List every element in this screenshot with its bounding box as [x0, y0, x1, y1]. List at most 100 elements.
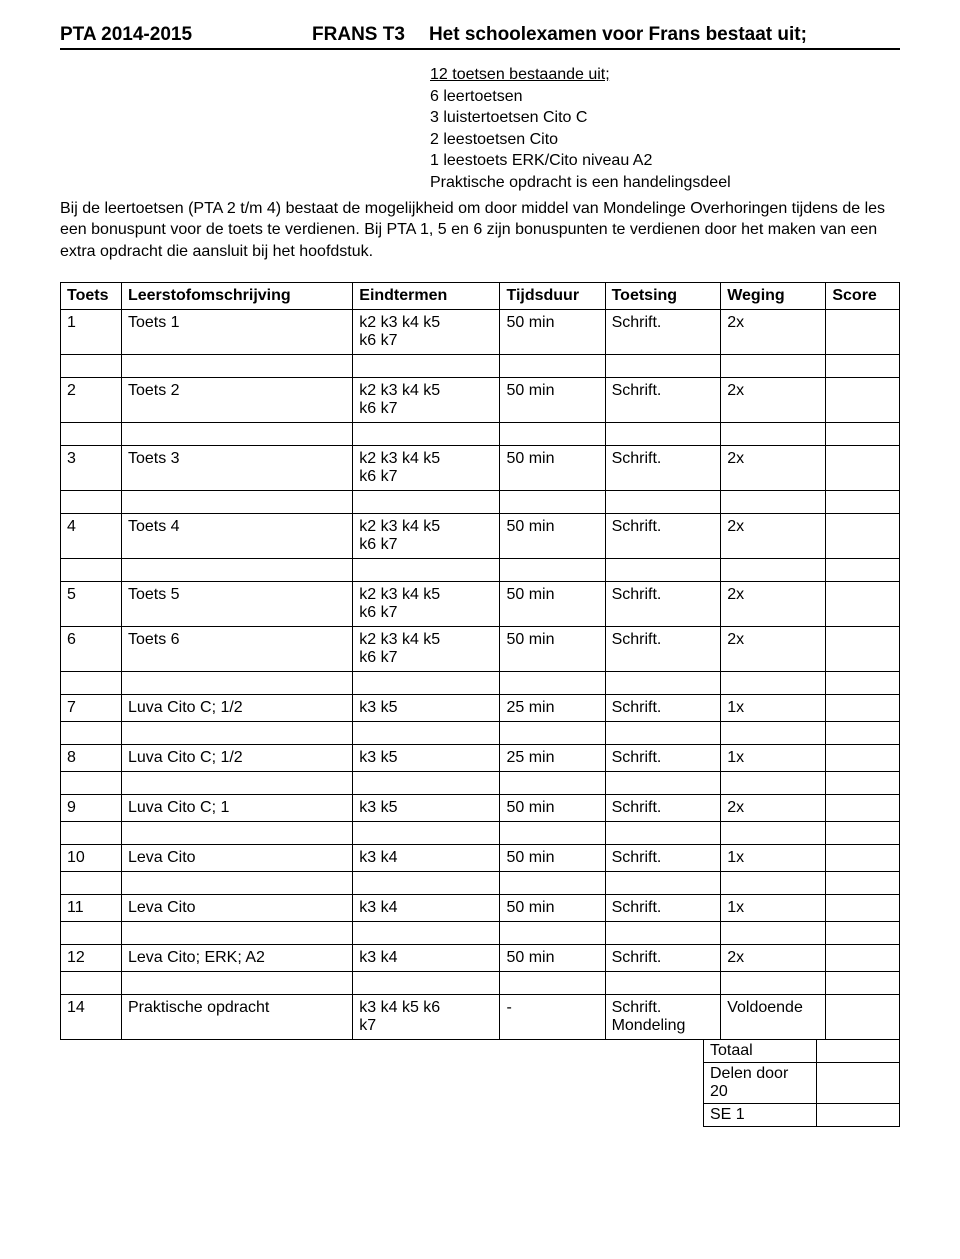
th-eind: Eindtermen — [353, 283, 500, 310]
spacer-cell — [61, 355, 122, 378]
spacer-cell — [721, 922, 826, 945]
intro-line-2: 6 leertoetsen — [430, 86, 900, 108]
cell-score — [826, 627, 900, 672]
cell-leer: Toets 1 — [121, 310, 352, 355]
spacer-cell — [61, 491, 122, 514]
cell-weging: 2x — [721, 945, 826, 972]
cell-eind: k3 k4 — [353, 945, 500, 972]
spacer-cell — [605, 972, 721, 995]
th-score: Score — [826, 283, 900, 310]
table-spacer-row — [61, 355, 900, 378]
cell-weging: 2x — [721, 627, 826, 672]
totals-row-2: Delen door 20 — [704, 1063, 900, 1104]
spacer-cell — [61, 772, 122, 795]
cell-eind: k2 k3 k4 k5k6 k7 — [353, 378, 500, 423]
cell-eind: k3 k4 k5 k6k7 — [353, 995, 500, 1040]
table-spacer-row — [61, 423, 900, 446]
table-row: 4Toets 4k2 k3 k4 k5k6 k750 minSchrift.2x — [61, 514, 900, 559]
spacer-cell — [61, 722, 122, 745]
spacer-cell — [500, 672, 605, 695]
cell-toets: 2 — [61, 378, 122, 423]
cell-leer: Praktische opdracht — [121, 995, 352, 1040]
table-row: 1Toets 1k2 k3 k4 k5k6 k750 minSchrift.2x — [61, 310, 900, 355]
spacer-cell — [353, 355, 500, 378]
spacer-cell — [826, 559, 900, 582]
intro-line-4: 2 leestoetsen Cito — [430, 129, 900, 151]
cell-leer: Leva Cito — [121, 895, 352, 922]
body-text: Bij de leertoetsen (PTA 2 t/m 4) bestaat… — [60, 198, 900, 263]
spacer-cell — [121, 972, 352, 995]
cell-toetsing: Schrift. — [605, 845, 721, 872]
th-leer: Leerstofomschrijving — [121, 283, 352, 310]
spacer-cell — [826, 922, 900, 945]
spacer-cell — [121, 559, 352, 582]
spacer-cell — [61, 672, 122, 695]
totals-score3 — [817, 1104, 900, 1127]
cell-eind: k3 k4 — [353, 895, 500, 922]
table-spacer-row — [61, 722, 900, 745]
spacer-cell — [721, 672, 826, 695]
spacer-cell — [121, 423, 352, 446]
spacer-cell — [353, 672, 500, 695]
totals-line2b: 20 — [710, 1083, 728, 1100]
totals-row-1: Totaal — [704, 1040, 900, 1063]
cell-eind: k2 k3 k4 k5k6 k7 — [353, 446, 500, 491]
cell-tijd: 50 min — [500, 627, 605, 672]
spacer-cell — [826, 355, 900, 378]
cell-toets: 7 — [61, 695, 122, 722]
cell-toetsing: Schrift. — [605, 695, 721, 722]
cell-toetsing: Schrift.Mondeling — [605, 995, 721, 1040]
table-body: 1Toets 1k2 k3 k4 k5k6 k750 minSchrift.2x… — [61, 310, 900, 1040]
totals-line3: SE 1 — [704, 1104, 817, 1127]
table-row: 10Leva Citok3 k450 minSchrift.1x — [61, 845, 900, 872]
table-row: 11Leva Citok3 k450 minSchrift.1x — [61, 895, 900, 922]
cell-toets: 12 — [61, 945, 122, 972]
cell-eind: k2 k3 k4 k5k6 k7 — [353, 514, 500, 559]
th-weging: Weging — [721, 283, 826, 310]
cell-toets: 4 — [61, 514, 122, 559]
cell-toets: 1 — [61, 310, 122, 355]
cell-weging: 1x — [721, 845, 826, 872]
spacer-cell — [121, 722, 352, 745]
cell-toetsing: Schrift. — [605, 378, 721, 423]
cell-tijd: 25 min — [500, 745, 605, 772]
th-toetsing: Toetsing — [605, 283, 721, 310]
cell-leer: Toets 4 — [121, 514, 352, 559]
spacer-cell — [826, 722, 900, 745]
cell-score — [826, 895, 900, 922]
cell-score — [826, 582, 900, 627]
cell-toets: 10 — [61, 845, 122, 872]
spacer-cell — [121, 822, 352, 845]
spacer-cell — [605, 722, 721, 745]
spacer-cell — [721, 822, 826, 845]
cell-eind: k2 k3 k4 k5k6 k7 — [353, 627, 500, 672]
spacer-cell — [721, 722, 826, 745]
spacer-cell — [721, 972, 826, 995]
spacer-cell — [826, 672, 900, 695]
document-header: PTA 2014-2015 FRANS T3 Het schoolexamen … — [60, 24, 900, 50]
cell-tijd: 50 min — [500, 514, 605, 559]
cell-eind: k2 k3 k4 k5k6 k7 — [353, 582, 500, 627]
spacer-cell — [353, 822, 500, 845]
table-row: 3Toets 3k2 k3 k4 k5k6 k750 minSchrift.2x — [61, 446, 900, 491]
intro-line-5: 1 leestoets ERK/Cito niveau A2 — [430, 150, 900, 172]
cell-tijd: 50 min — [500, 895, 605, 922]
spacer-cell — [500, 922, 605, 945]
cell-eind: k3 k4 — [353, 845, 500, 872]
cell-toets: 6 — [61, 627, 122, 672]
spacer-cell — [500, 423, 605, 446]
table-row: 9Luva Cito C; 1k3 k550 minSchrift.2x — [61, 795, 900, 822]
cell-weging: 2x — [721, 795, 826, 822]
cell-score — [826, 695, 900, 722]
cell-toetsing: Schrift. — [605, 582, 721, 627]
cell-weging: 2x — [721, 582, 826, 627]
spacer-cell — [500, 559, 605, 582]
cell-score — [826, 945, 900, 972]
table-spacer-row — [61, 922, 900, 945]
cell-tijd: 50 min — [500, 378, 605, 423]
totals-line1: Totaal — [704, 1040, 817, 1063]
th-toets: Toets — [61, 283, 122, 310]
cell-score — [826, 310, 900, 355]
spacer-cell — [605, 772, 721, 795]
table-row: 2Toets 2k2 k3 k4 k5k6 k750 minSchrift.2x — [61, 378, 900, 423]
